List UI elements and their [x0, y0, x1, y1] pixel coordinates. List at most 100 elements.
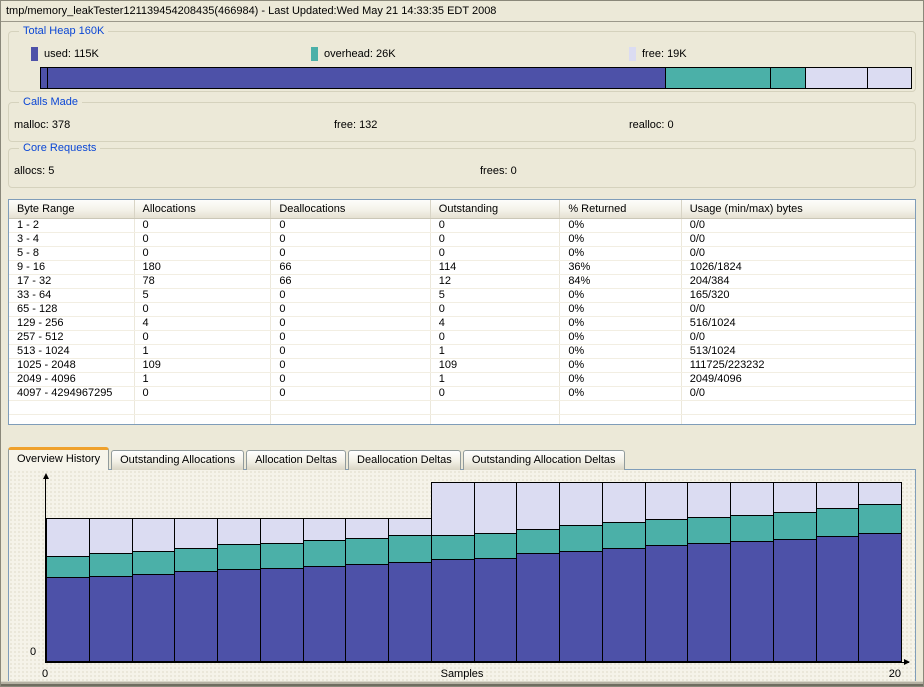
x-axis: [45, 659, 910, 665]
window-title: tmp/memory_leakTester121139454208435(466…: [1, 1, 923, 22]
allocs-count: allocs: 5: [14, 165, 55, 177]
chart-bar-seg-used: [346, 564, 388, 661]
chart-bar-seg-overhead: [132, 551, 175, 574]
chart-bar-seg-used: [560, 551, 602, 661]
chart-bar-sample-5: [217, 518, 261, 662]
chart-bar-seg-used: [731, 541, 773, 661]
heap-usage-bar: [40, 67, 912, 89]
heap-segment-free: [866, 68, 911, 88]
x-axis-tick-0: 0: [42, 668, 49, 680]
chart-bar-sample-16: [687, 482, 731, 662]
table-row[interactable]: 2049 - 4096 1 0 1 0% 2049/4096: [9, 372, 915, 387]
malloc-count: malloc: 378: [14, 119, 71, 131]
window-bottom-edge[interactable]: [1, 681, 923, 686]
table-empty-row: [9, 400, 915, 415]
heap-segment-overhead: [770, 68, 805, 88]
chart-bar-seg-used: [474, 558, 517, 661]
chart-bar-seg-overhead: [602, 522, 645, 548]
core-requests-group: Core Requests allocs: 5 frees: 0: [8, 142, 916, 188]
chart-bar-sample-7: [302, 518, 347, 662]
column-header-outstanding[interactable]: Outstanding: [430, 200, 561, 219]
table-row[interactable]: 5 - 8 0 0 0 0% 0/0: [9, 246, 915, 261]
column-header--returned[interactable]: % Returned: [559, 200, 682, 219]
table-row[interactable]: 17 - 32 78 66 12 84% 204/384: [9, 274, 915, 289]
chart-bar-sample-1: [46, 518, 90, 662]
chart-bar-sample-13: [559, 482, 603, 662]
overhead-color-chip: [311, 47, 318, 61]
chart-bar-seg-overhead: [560, 525, 602, 551]
table-empty-row: [9, 414, 915, 424]
chart-bar-seg-overhead: [47, 556, 89, 577]
overhead-label: overhead: 26K: [324, 48, 396, 60]
chart-bar-seg-used: [517, 553, 559, 661]
chart-bar-seg-used: [816, 536, 859, 661]
chart-bar-seg-free: [645, 483, 688, 519]
heap-segment-used: [47, 68, 665, 88]
chart-bar-seg-free: [560, 483, 602, 525]
chart-bar-seg-overhead: [431, 535, 474, 559]
table-row[interactable]: 513 - 1024 1 0 1 0% 513/1024: [9, 344, 915, 359]
chart-bar-seg-free: [773, 483, 816, 512]
tab-deallocation-deltas[interactable]: Deallocation Deltas: [348, 450, 461, 470]
table-row[interactable]: 33 - 64 5 0 5 0% 165/320: [9, 288, 915, 303]
chart-bar-sample-3: [131, 518, 176, 662]
column-header-deallocations[interactable]: Deallocations: [270, 200, 431, 219]
chart-bar-seg-free: [389, 519, 431, 535]
used-color-chip: [31, 47, 38, 61]
chart-bar-seg-overhead: [346, 538, 388, 564]
chart-bar-sample-6: [259, 518, 304, 662]
table-row[interactable]: 1025 - 2048 109 0 109 0% 111725/223232: [9, 358, 915, 373]
chart-bar-sample-12: [516, 482, 560, 662]
chart-bar-seg-overhead: [474, 533, 517, 558]
table-row[interactable]: 257 - 512 0 0 0 0% 0/0: [9, 330, 915, 345]
column-header-byte-range[interactable]: Byte Range: [9, 200, 135, 219]
chart-bar-seg-free: [431, 483, 474, 535]
chart-bar-seg-free: [816, 483, 859, 508]
table-row[interactable]: 129 - 256 4 0 4 0% 516/1024: [9, 316, 915, 331]
byte-range-table: Byte Range Allocations Deallocations Outsta…: [9, 200, 915, 424]
chart-bar-seg-used: [175, 571, 217, 661]
chart-bar-seg-used: [89, 576, 132, 661]
chart-bar-seg-overhead: [389, 535, 431, 562]
legend-item-overhead: overhead: 26K: [311, 47, 396, 61]
tab-allocation-deltas[interactable]: Allocation Deltas: [246, 450, 347, 470]
heap-segment-overhead: [664, 68, 771, 88]
legend-item-free: free: 19K: [629, 47, 687, 61]
chart-bar-seg-used: [688, 543, 730, 661]
chart-bar-sample-11: [473, 482, 518, 662]
tab-outstanding-allocation-deltas[interactable]: Outstanding Allocation Deltas: [462, 450, 625, 470]
realloc-count: realloc: 0: [629, 119, 674, 131]
tab-overview-history[interactable]: Overview History: [8, 447, 110, 470]
chart-bar-seg-overhead: [731, 515, 773, 541]
chart-bar-seg-free: [731, 483, 773, 515]
column-header-usage-min-max-bytes[interactable]: Usage (min/max) bytes: [681, 200, 915, 219]
table-row[interactable]: 65 - 128 0 0 0 0% 0/0: [9, 302, 915, 317]
table-row[interactable]: 9 - 16 180 66 114 36% 1026/1824: [9, 260, 915, 275]
chart-bar-seg-used: [47, 577, 89, 661]
chart-bar-sample-19: [815, 482, 860, 662]
column-header-allocations[interactable]: Allocations: [134, 200, 272, 219]
chart-bar-seg-used: [602, 548, 645, 661]
table-row[interactable]: 4097 - 4294967295 0 0 0 0% 0/0: [9, 386, 915, 401]
chart-bar-sample-8: [345, 518, 389, 662]
chart-bar-sample-14: [601, 482, 646, 662]
overview-history-chart: 0 0 20 Samples: [8, 469, 916, 685]
table-row[interactable]: 3 - 4 0 0 0 0% 0/0: [9, 232, 915, 247]
chart-bar-seg-used: [218, 569, 260, 661]
chart-bar-seg-free: [260, 519, 303, 543]
y-axis: [43, 473, 49, 663]
total-heap-group-label: Total Heap 160K: [19, 25, 109, 37]
chart-bar-seg-free: [175, 519, 217, 548]
heap-segment-used: [41, 68, 48, 88]
used-label: used: 115K: [44, 48, 99, 60]
x-axis-label: Samples: [440, 668, 484, 680]
tab-strip: Overview History Outstanding Allocations A…: [8, 446, 916, 470]
chart-bar-seg-used: [645, 545, 688, 661]
tab-outstanding-allocations[interactable]: Outstanding Allocations: [111, 450, 245, 470]
chart-bar-seg-overhead: [859, 504, 901, 533]
chart-bar-sample-9: [388, 518, 432, 662]
table-row[interactable]: 1 - 2 0 0 0 0% 0/0: [9, 218, 915, 233]
chart-bar-seg-used: [431, 559, 474, 661]
chart-bar-seg-used: [132, 574, 175, 661]
